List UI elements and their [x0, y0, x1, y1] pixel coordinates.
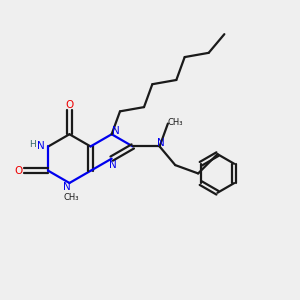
Text: CH₃: CH₃ — [63, 194, 79, 202]
Text: H: H — [29, 140, 36, 149]
Text: N: N — [157, 138, 164, 148]
Text: N: N — [112, 126, 120, 136]
Text: N: N — [63, 182, 70, 192]
Text: N: N — [109, 160, 117, 170]
Text: N: N — [37, 141, 45, 152]
Text: O: O — [65, 100, 74, 110]
Text: CH₃: CH₃ — [168, 118, 183, 127]
Text: O: O — [14, 166, 23, 176]
